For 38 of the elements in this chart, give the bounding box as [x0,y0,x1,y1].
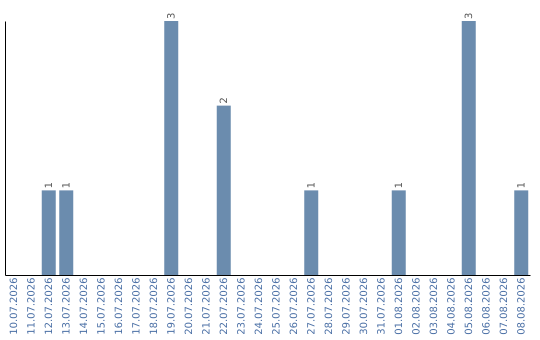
data-label: 3 [464,12,475,19]
x-tick-label: 25.07.2026 [271,278,282,335]
x-tick-label: 26.07.2026 [288,278,300,335]
data-label: 1 [44,182,55,188]
data-label: 1 [394,182,405,188]
x-tick-label: 24.07.2026 [254,278,265,335]
x-tick-label: 04.08.2026 [446,278,458,335]
x-tick-label: 29.07.2026 [341,278,352,335]
data-label: 1 [61,182,72,188]
x-tick-label: 19.07.2026 [166,278,178,335]
x-tick-label: 18.07.2026 [148,278,160,335]
x-tick-label: 28.07.2026 [324,278,335,335]
x-tick-label: 06.08.2026 [481,278,492,335]
x-tick-label: 15.07.2026 [96,278,108,335]
data-label: 2 [218,97,230,104]
x-tick-label: 23.07.2026 [236,278,248,335]
x-tick-label: 17.07.2026 [131,278,142,335]
x-tick-label: 27.07.2026 [306,278,318,335]
x-tick-label: 10.07.2026 [8,278,20,335]
x-tick-label: 03.08.2026 [428,278,440,335]
x-tick-label: 14.07.2026 [78,278,90,335]
data-label: 1 [516,182,528,188]
x-tick-label: 11.07.2026 [26,278,38,335]
x-tick-label: 21.07.2026 [201,278,212,335]
x-tick-label: 16.07.2026 [114,278,125,335]
x-tick-label: 30.07.2026 [358,278,370,335]
x-tick-label: 08.08.2026 [516,278,528,335]
x-tick-label: 05.08.2026 [464,278,475,335]
x-tick-label: 13.07.2026 [61,278,72,335]
x-tick-label: 07.08.2026 [498,278,510,335]
x-tick-label: 02.08.2026 [411,278,422,335]
x-tick-label: 22.07.2026 [218,278,230,335]
x-tick-label: 31.07.2026 [376,278,388,335]
x-tick-label: 12.07.2026 [44,278,55,335]
x-tick-label: 01.08.2026 [394,278,405,335]
data-label: 3 [166,12,178,19]
data-label: 1 [306,182,318,188]
x-tick-label: 20.07.2026 [184,278,195,335]
